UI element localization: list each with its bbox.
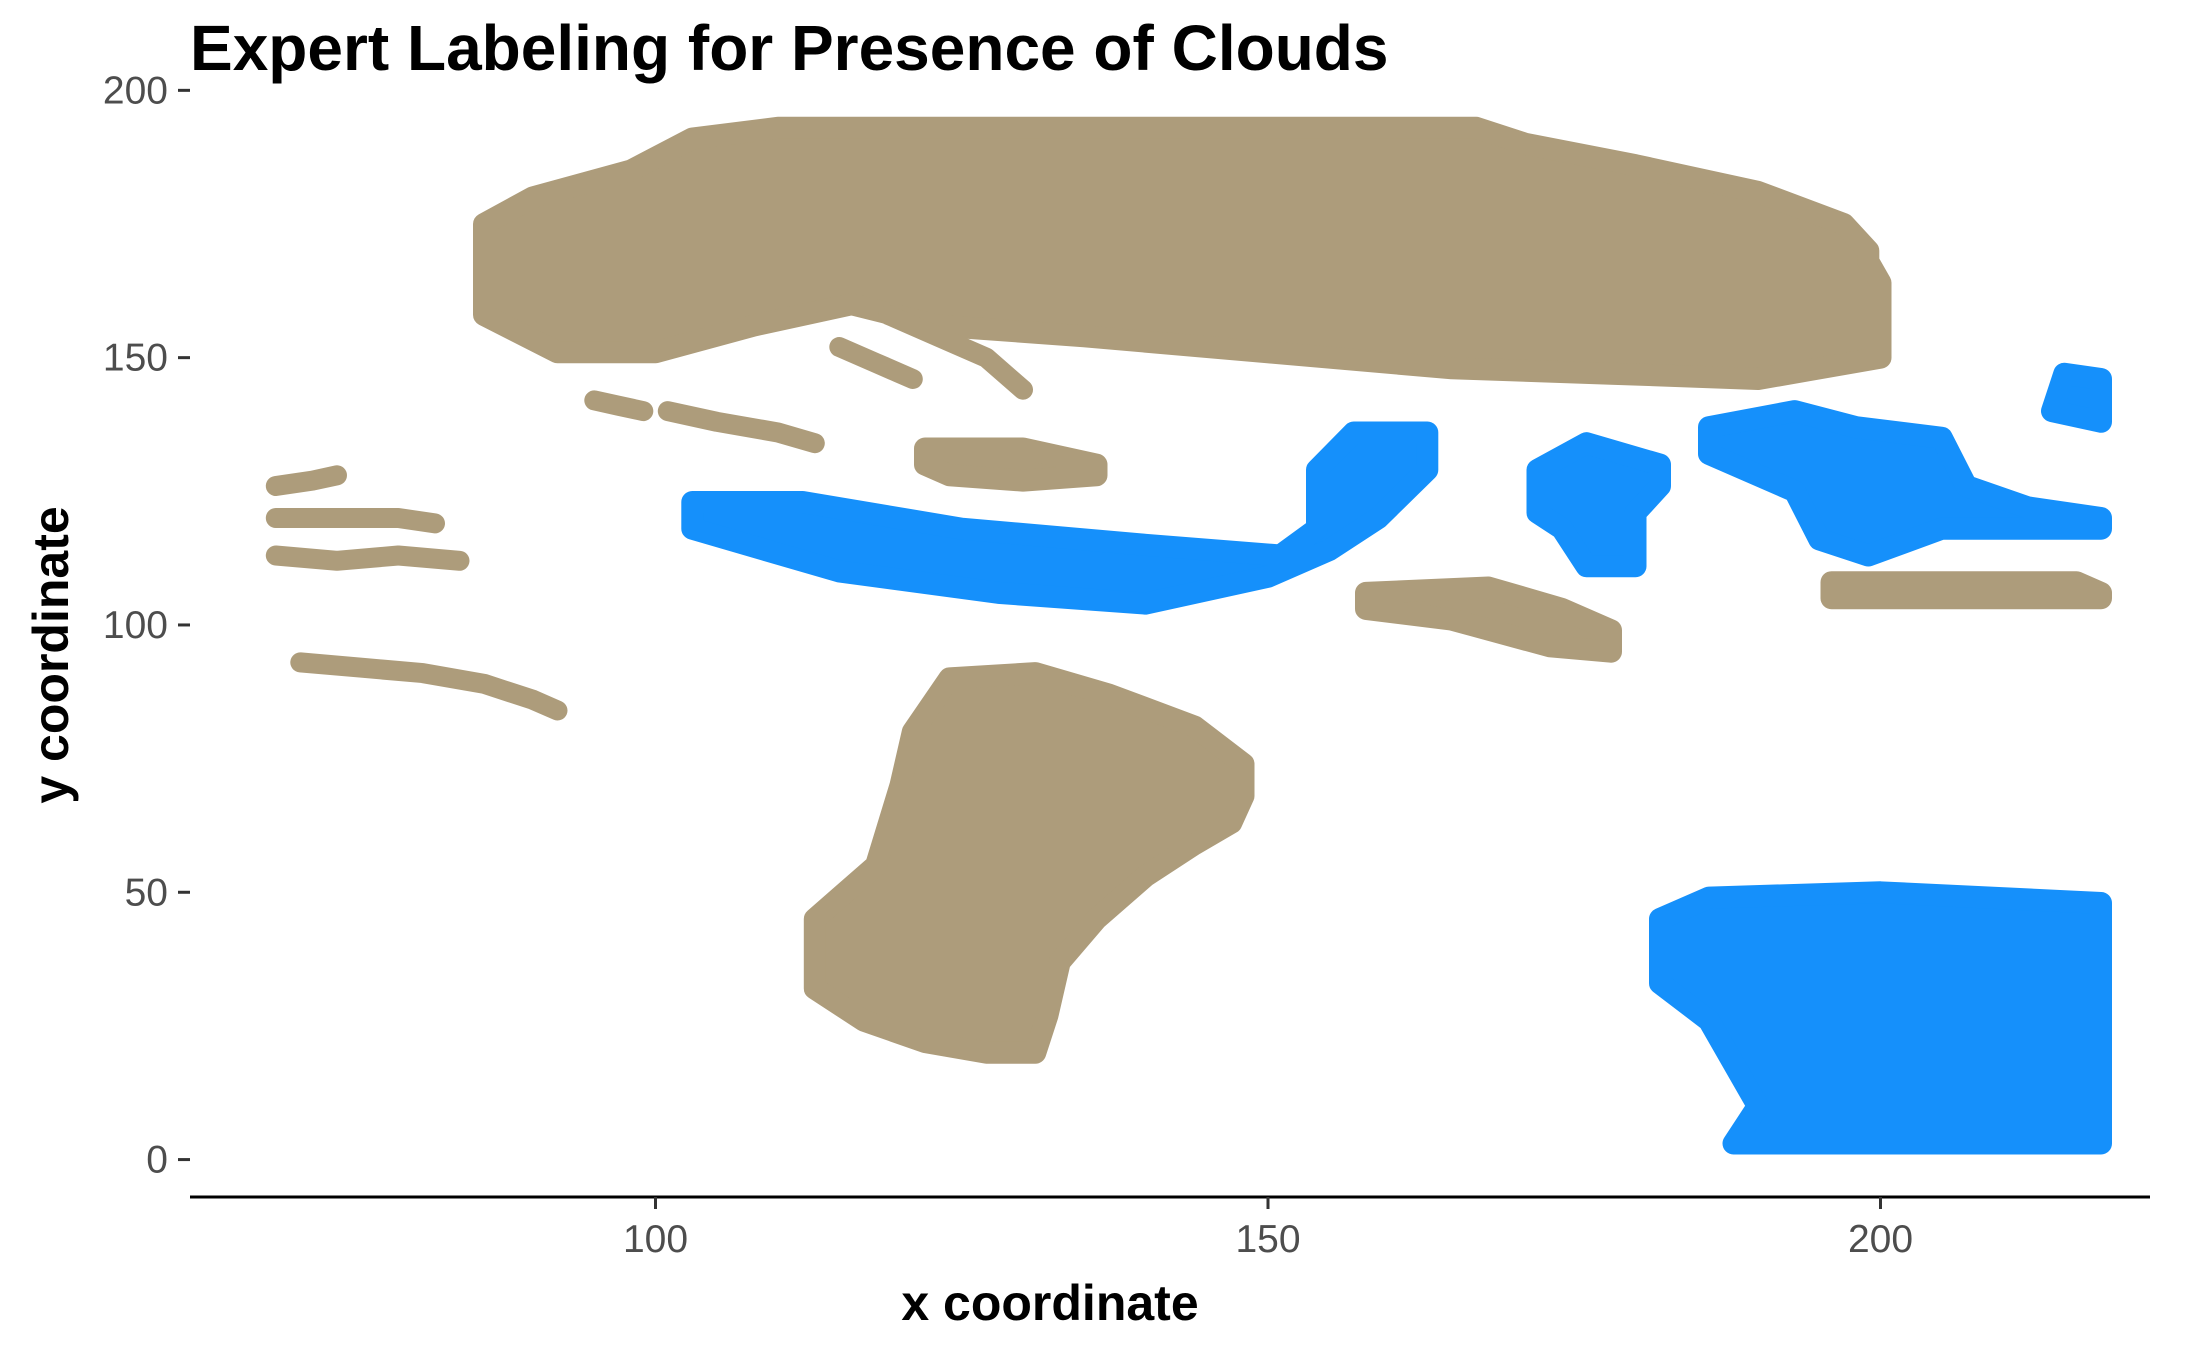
blue-cloud-region <box>1526 432 1671 578</box>
tan-cloud-streak <box>657 401 825 454</box>
x-axis-title: x coordinate <box>901 1275 1198 1331</box>
tan-cloud-streak <box>265 465 347 496</box>
tan-cloud-streak <box>829 337 923 389</box>
tan-cloud-region <box>473 116 1892 390</box>
blue-cloud-region <box>1649 881 2112 1155</box>
y-tick-label: 0 <box>146 1139 168 1182</box>
y-tick-label: 50 <box>125 871 168 914</box>
y-tick-label: 100 <box>103 604 168 647</box>
tan-cloud-streak <box>584 390 654 422</box>
x-tick-label: 150 <box>1235 1218 1300 1261</box>
y-axis-ticks: 0 50 100 150 200 <box>103 69 190 1182</box>
tan-cloud-region <box>914 437 1108 492</box>
tan-cloud-region <box>1355 576 1622 663</box>
tan-cloud-region <box>1820 571 2112 610</box>
y-axis-title: y coordinate <box>23 506 79 803</box>
tan-cloud-streak <box>265 545 470 571</box>
plot-area <box>265 116 2112 1155</box>
y-tick-label: 150 <box>103 337 168 380</box>
chart-title: Expert Labeling for Presence of Clouds <box>190 12 1388 84</box>
x-axis-ticks: 100 150 200 <box>623 1197 1913 1261</box>
blue-cloud-region <box>2041 362 2112 433</box>
tan-cloud-region <box>803 662 1255 1064</box>
tan-cloud-streak <box>878 304 1033 400</box>
x-tick-label: 100 <box>623 1218 688 1261</box>
blue-cloud-region <box>681 421 1439 615</box>
y-tick-label: 200 <box>103 69 168 112</box>
x-tick-label: 200 <box>1848 1218 1913 1261</box>
tan-cloud-streak <box>265 508 445 534</box>
blue-cloud-region <box>1698 400 2112 567</box>
tan-cloud-streak <box>290 652 568 721</box>
